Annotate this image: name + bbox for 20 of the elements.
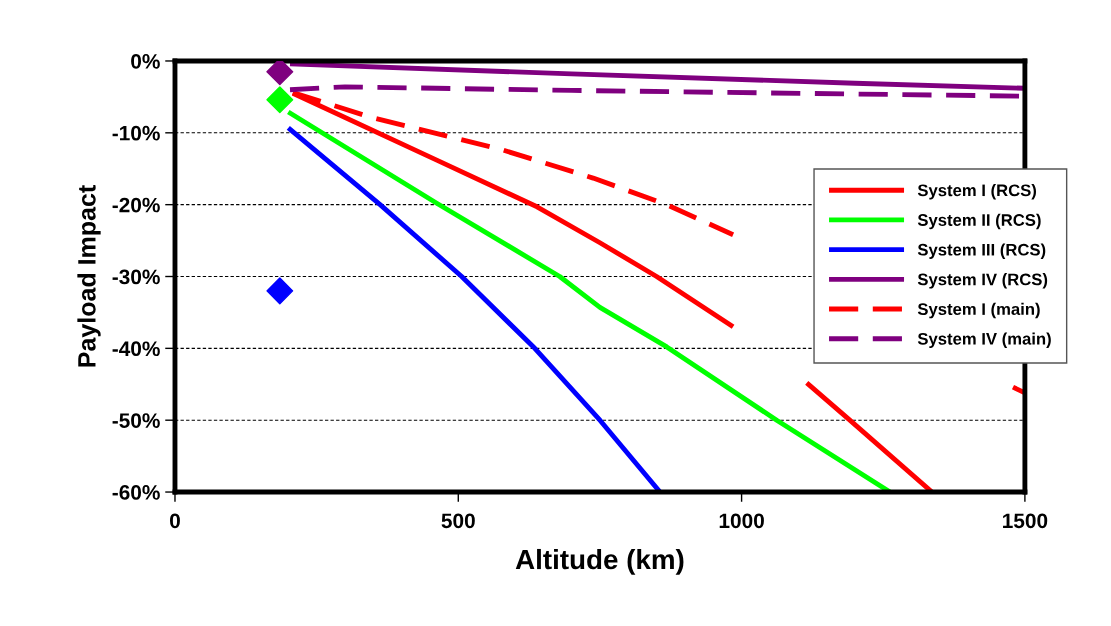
y-tick-label: -50% [112, 413, 160, 428]
y-tick-label: -10% [112, 125, 160, 141]
y-tick-label: 0% [131, 53, 160, 69]
legend-label: System IV (main) [917, 332, 1051, 349]
y-tick-label: -20% [112, 197, 160, 213]
y-tick-label: -40% [112, 341, 160, 357]
x-tick-label: 0 [170, 513, 180, 529]
legend-label: System II (RCS) [917, 213, 1041, 230]
y-tick-label: -60% [112, 485, 160, 500]
y-tick-label: -30% [112, 269, 160, 285]
legend-label: System I (main) [917, 302, 1040, 319]
x-tick-label: 1000 [719, 513, 764, 529]
x-axis-title: Altitude (km) [515, 548, 684, 575]
legend-label: System I (RCS) [917, 183, 1037, 200]
legend-label: System IV (RCS) [917, 273, 1048, 289]
line-series [285, 125, 663, 493]
legend-label: System III (RCS) [917, 243, 1046, 259]
x-tick-label: 1500 [1003, 513, 1048, 529]
y-axis-title: Payload Impact [77, 185, 101, 367]
x-tick-label: 500 [441, 513, 475, 529]
